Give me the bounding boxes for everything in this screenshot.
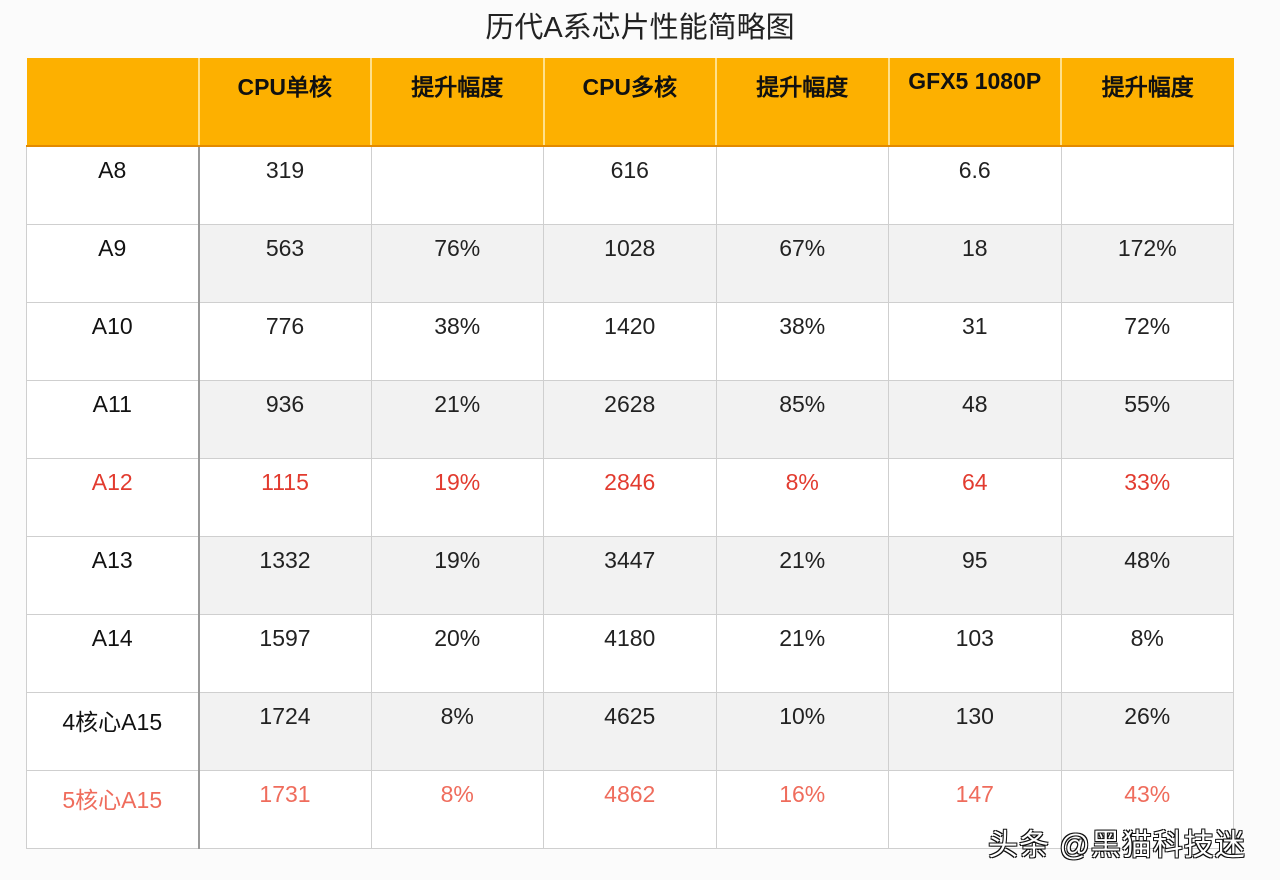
multi-core-score: 616	[543, 145, 717, 225]
single-core-gain: 21%	[370, 379, 544, 459]
single-core-score: 1597	[198, 613, 372, 693]
gfx-gain: 55%	[1060, 379, 1234, 459]
multi-core-score: 3447	[543, 535, 717, 615]
gfx-gain	[1060, 145, 1234, 225]
single-core-score: 776	[198, 301, 372, 381]
table-row: A10 776 38% 1420 38% 31 72%	[26, 301, 1234, 381]
chip-name: A10	[26, 301, 200, 381]
gfx-score: 48	[888, 379, 1062, 459]
multi-core-gain: 85%	[715, 379, 889, 459]
chart-title: 历代A系芯片性能简略图	[485, 12, 795, 44]
header-single-core-gain: 提升幅度	[371, 58, 545, 147]
multi-core-score: 4862	[543, 769, 717, 849]
gfx-score: 130	[888, 691, 1062, 771]
chip-name: A12	[26, 457, 200, 537]
gfx-gain: 8%	[1060, 613, 1234, 693]
header-single-core: CPU单核	[198, 58, 372, 147]
single-core-score: 1724	[198, 691, 372, 771]
single-core-score: 936	[198, 379, 372, 459]
single-core-gain: 19%	[370, 457, 544, 537]
performance-table: CPU单核 提升幅度 CPU多核 提升幅度 GFX5 1080P 提升幅度 A8…	[26, 58, 1234, 849]
table-row: A13 1332 19% 3447 21% 95 48%	[26, 535, 1234, 615]
single-core-gain: 8%	[370, 691, 544, 771]
chip-name: A14	[26, 613, 200, 693]
single-core-score: 1115	[198, 457, 372, 537]
chip-name: A11	[26, 379, 200, 459]
gfx-gain: 43%	[1060, 769, 1234, 849]
gfx-score: 103	[888, 613, 1062, 693]
single-core-score: 563	[198, 223, 372, 303]
table-body: A8 319 616 6.6 A9 563 76% 1028 67% 18 172% A10 776 38…	[26, 145, 1234, 849]
chip-name: A9	[26, 223, 200, 303]
table-row: 4核心A15 1724 8% 4625 10% 130 26%	[26, 691, 1234, 771]
header-chip	[26, 58, 200, 147]
multi-core-gain: 8%	[715, 457, 889, 537]
multi-core-gain: 10%	[715, 691, 889, 771]
header-row: CPU单核 提升幅度 CPU多核 提升幅度 GFX5 1080P 提升幅度	[26, 58, 1234, 147]
gfx-score: 31	[888, 301, 1062, 381]
multi-core-score: 2846	[543, 457, 717, 537]
multi-core-score: 4180	[543, 613, 717, 693]
header-multi-core: CPU多核	[543, 58, 717, 147]
chip-name: 4核心A15	[26, 691, 200, 771]
multi-core-gain: 67%	[715, 223, 889, 303]
header-multi-core-gain: 提升幅度	[716, 58, 890, 147]
gfx-score: 6.6	[888, 145, 1062, 225]
single-core-gain: 38%	[370, 301, 544, 381]
table-row: A9 563 76% 1028 67% 18 172%	[26, 223, 1234, 303]
table-row: A8 319 616 6.6	[26, 145, 1234, 225]
gfx-gain: 72%	[1060, 301, 1234, 381]
gfx-gain: 33%	[1060, 457, 1234, 537]
multi-core-score: 1028	[543, 223, 717, 303]
multi-core-gain: 21%	[715, 613, 889, 693]
chip-name: A13	[26, 535, 200, 615]
chip-name: A8	[26, 145, 200, 225]
multi-core-score: 2628	[543, 379, 717, 459]
single-core-gain: 76%	[370, 223, 544, 303]
gfx-gain: 26%	[1060, 691, 1234, 771]
single-core-gain: 19%	[370, 535, 544, 615]
single-core-gain: 8%	[370, 769, 544, 849]
single-core-gain: 20%	[370, 613, 544, 693]
watermark: 头条 @黑猫科技迷	[988, 829, 1246, 862]
single-core-score: 319	[198, 145, 372, 225]
table-row: 5核心A15 1731 8% 4862 16% 147 43%	[26, 769, 1234, 849]
multi-core-score: 1420	[543, 301, 717, 381]
single-core-score: 1731	[198, 769, 372, 849]
multi-core-score: 4625	[543, 691, 717, 771]
gfx-gain: 172%	[1060, 223, 1234, 303]
gfx-score: 64	[888, 457, 1062, 537]
gfx-gain: 48%	[1060, 535, 1234, 615]
header-gfx: GFX5 1080P	[888, 58, 1062, 147]
table-row: A11 936 21% 2628 85% 48 55%	[26, 379, 1234, 459]
gfx-score: 147	[888, 769, 1062, 849]
gfx-score: 18	[888, 223, 1062, 303]
table-row: A14 1597 20% 4180 21% 103 8%	[26, 613, 1234, 693]
multi-core-gain	[715, 145, 889, 225]
header-gfx-gain: 提升幅度	[1061, 58, 1234, 147]
gfx-score: 95	[888, 535, 1062, 615]
multi-core-gain: 38%	[715, 301, 889, 381]
table-row: A12 1115 19% 2846 8% 64 33%	[26, 457, 1234, 537]
chip-name: 5核心A15	[26, 769, 200, 849]
single-core-gain	[370, 145, 544, 225]
multi-core-gain: 21%	[715, 535, 889, 615]
multi-core-gain: 16%	[715, 769, 889, 849]
single-core-score: 1332	[198, 535, 372, 615]
